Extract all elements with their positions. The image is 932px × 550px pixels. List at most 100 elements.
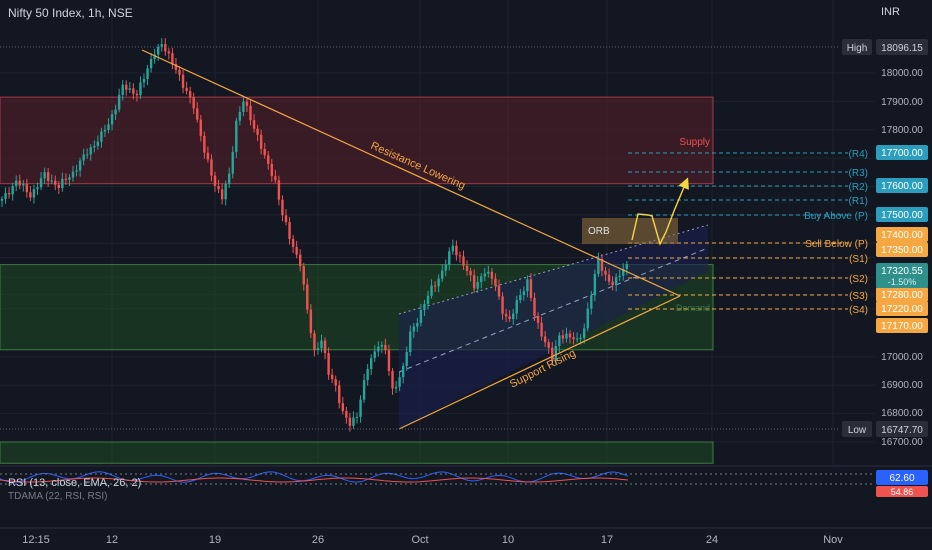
rsi-value-tag: [876, 470, 928, 485]
candle-body: [448, 251, 451, 265]
price-zone: [0, 96, 714, 185]
candle-body: [533, 297, 536, 316]
channel-upper: [398, 224, 709, 315]
low-badge: [842, 421, 872, 437]
trendlines: [0, 46, 840, 430]
candle-body: [384, 344, 387, 351]
candle-body: [345, 411, 348, 418]
candle-body: [341, 403, 344, 412]
candle-body: [11, 186, 14, 195]
last-price-tag: [876, 263, 928, 288]
candle-body: [437, 278, 440, 287]
candle-body: [267, 155, 270, 164]
candle-body: [433, 285, 437, 287]
candle-body: [355, 416, 359, 418]
candle-body: [146, 68, 149, 79]
candle-body: [604, 270, 607, 275]
candle-body: [235, 120, 238, 152]
candle-body: [597, 258, 600, 274]
candle-body: [64, 178, 68, 180]
candle-body: [547, 342, 550, 348]
candle-body: [242, 101, 245, 112]
candle-body: [181, 74, 185, 88]
candle-body: [245, 101, 249, 106]
candle-body: [57, 184, 60, 189]
candle-body: [600, 258, 604, 271]
candle-body: [231, 151, 234, 174]
candle-body: [22, 183, 25, 186]
candle-body: [284, 215, 288, 223]
candle-body: [409, 331, 412, 353]
time-label: 12:15: [22, 534, 50, 546]
price-tag: [876, 207, 928, 222]
candle-body: [46, 172, 50, 181]
candle-body: [117, 94, 121, 110]
candle-body: [583, 328, 586, 339]
candle-body: [217, 185, 220, 190]
candle-body: [611, 281, 614, 286]
candle-body: [451, 245, 455, 252]
price-axis: 18000.00 17900.00 17800.00 17700.00 17600.00…: [842, 0, 932, 550]
candle-body: [15, 180, 18, 187]
candle-body: [0, 199, 4, 201]
candle-body: [362, 380, 366, 400]
candle-body: [419, 309, 423, 323]
candle-body: [480, 276, 483, 282]
level-label: Sell Below (P): [805, 239, 868, 250]
candle-body: [370, 358, 373, 369]
level-label: (S4): [849, 305, 868, 316]
candle-body: [568, 333, 572, 338]
candle-body: [508, 316, 511, 320]
candle-body: [320, 340, 323, 349]
rsi-value2-tag: [876, 486, 928, 497]
candle-body: [71, 171, 75, 178]
price-tick-label: 16700.00: [881, 437, 923, 448]
price-tick-label: 17800.00: [881, 125, 923, 136]
candle-body: [504, 313, 508, 317]
candle-body: [590, 295, 593, 309]
price-tag-text: 17400.00: [881, 230, 923, 241]
price-tag-text: 17600.00: [881, 181, 923, 192]
candle-body: [29, 192, 32, 198]
candle-body: [142, 78, 146, 83]
price-tag: [876, 145, 928, 160]
candle-body: [291, 238, 295, 247]
price-tag-text: 17500.00: [881, 210, 923, 221]
candle-body: [185, 87, 188, 91]
candle-body: [157, 46, 160, 55]
candle-body: [153, 54, 156, 59]
rsi-pane: RSI (13, close, EMA, 26, 2) TDAMA (22, RS…: [0, 465, 932, 502]
candle-body: [259, 134, 263, 149]
candle-body: [270, 163, 273, 177]
channel-mid: [398, 247, 709, 373]
candle-body: [128, 88, 131, 90]
candle-body: [135, 93, 139, 96]
candle-body: [309, 309, 313, 334]
candle-body: [465, 265, 469, 271]
candle-body: [171, 53, 174, 65]
candle-body: [458, 255, 462, 257]
candle-body: [61, 178, 64, 189]
candle-body: [536, 315, 540, 323]
candle-body: [299, 254, 302, 267]
candle-body: [149, 58, 153, 69]
time-axis: 12:15 12 19 26 Oct 10 17 24 Nov: [0, 527, 932, 546]
level-label: (S2): [849, 274, 868, 285]
candle-body: [252, 120, 256, 129]
candle-body: [476, 281, 479, 289]
candle-body: [302, 266, 305, 285]
candle-body: [32, 189, 36, 198]
high-badge: [842, 39, 872, 55]
price-tag: [876, 242, 928, 257]
candle-body: [224, 183, 227, 200]
price-tag: [876, 318, 928, 333]
candle-body: [306, 284, 309, 310]
candle-body: [330, 374, 334, 380]
candle-body: [401, 365, 405, 378]
candle-body: [405, 352, 408, 366]
level-label: Buy Above (P): [804, 211, 868, 222]
candle-body: [89, 147, 92, 155]
candle-body: [512, 313, 515, 320]
chart-title: Nifty 50 Index, 1h, NSE: [8, 6, 133, 20]
